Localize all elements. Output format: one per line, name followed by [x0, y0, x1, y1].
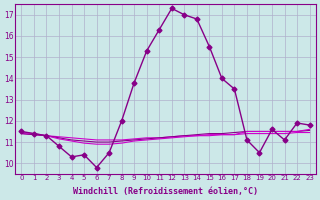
X-axis label: Windchill (Refroidissement éolien,°C): Windchill (Refroidissement éolien,°C) — [73, 187, 258, 196]
